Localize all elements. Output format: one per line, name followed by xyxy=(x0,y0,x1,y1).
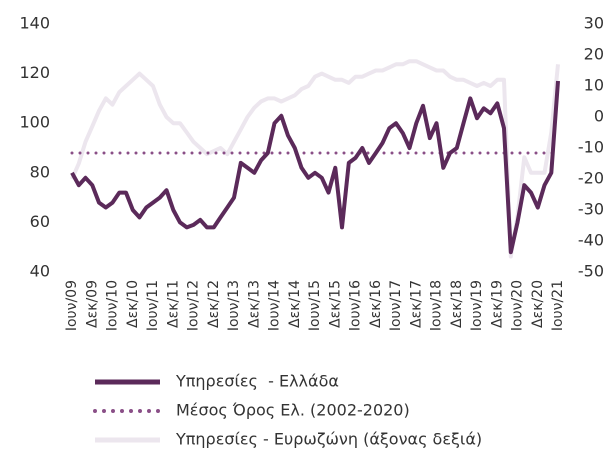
x-tick-label: Δεκ/11 xyxy=(165,280,181,328)
x-tick-label: Δεκ/18 xyxy=(449,280,465,328)
x-tick-label: Δεκ/20 xyxy=(530,280,546,328)
y-tick-label: 140 xyxy=(19,14,50,33)
y-tick-label: 100 xyxy=(19,113,50,132)
x-tick-label: Ιουν/20 xyxy=(510,280,526,331)
x-tick-label: Δεκ/15 xyxy=(327,280,343,328)
x-tick-label: Ιουν/09 xyxy=(64,280,80,331)
x-tick-label: Ιουν/15 xyxy=(307,280,323,331)
y-tick-label: 80 xyxy=(30,162,50,181)
x-tick-label: Ιουν/14 xyxy=(267,280,283,331)
x-tick-label: Δεκ/17 xyxy=(408,280,424,328)
x-tick-label: Ιουν/21 xyxy=(550,280,566,331)
x-tick-label: Δεκ/14 xyxy=(287,280,303,328)
x-tick-label: Δεκ/19 xyxy=(489,280,505,328)
x-tick-label: Ιουν/12 xyxy=(186,280,202,331)
x-tick-label: Ιουν/13 xyxy=(226,280,242,331)
y2-tick-label: -20 xyxy=(578,169,604,188)
x-tick-label: Ιουν/19 xyxy=(469,280,485,331)
series-line xyxy=(70,80,560,255)
y2-tick-label: -30 xyxy=(578,200,604,219)
legend-label: Μέσος Όρος Ελ. (2002-2020) xyxy=(176,401,410,420)
y2-tick-label: 0 xyxy=(594,107,604,126)
y2-tick-label: 30 xyxy=(584,14,604,33)
y-tick-label: 40 xyxy=(30,262,50,281)
x-tick-label: Ιουν/17 xyxy=(388,280,404,331)
x-tick-label: Ιουν/16 xyxy=(348,280,364,331)
x-tick-label: Δεκ/09 xyxy=(84,280,100,328)
x-tick-label: Δεκ/12 xyxy=(206,280,222,328)
y2-tick-label: -50 xyxy=(578,262,604,281)
x-tick-label: Ιουν/10 xyxy=(105,280,121,331)
x-tick-label: Ιουν/18 xyxy=(429,280,445,331)
legend-label: Υπηρεσίες - Ευρωζώνη (άξονας δεξιά) xyxy=(175,430,482,449)
y2-tick-label: 10 xyxy=(584,76,604,95)
y2-tick-label: -40 xyxy=(578,231,604,250)
x-tick-label: Δεκ/16 xyxy=(368,280,384,328)
series-line xyxy=(70,59,560,259)
y2-tick-label: 20 xyxy=(584,45,604,64)
x-tick-label: Δεκ/13 xyxy=(246,280,262,328)
y-tick-label: 60 xyxy=(30,212,50,231)
y-tick-label: 120 xyxy=(19,63,50,82)
legend-label: Υπηρεσίες - Ελλάδα xyxy=(175,372,339,391)
x-tick-label: Ιουν/11 xyxy=(145,280,161,331)
y2-tick-label: -10 xyxy=(578,138,604,157)
x-tick-label: Δεκ/10 xyxy=(125,280,141,328)
